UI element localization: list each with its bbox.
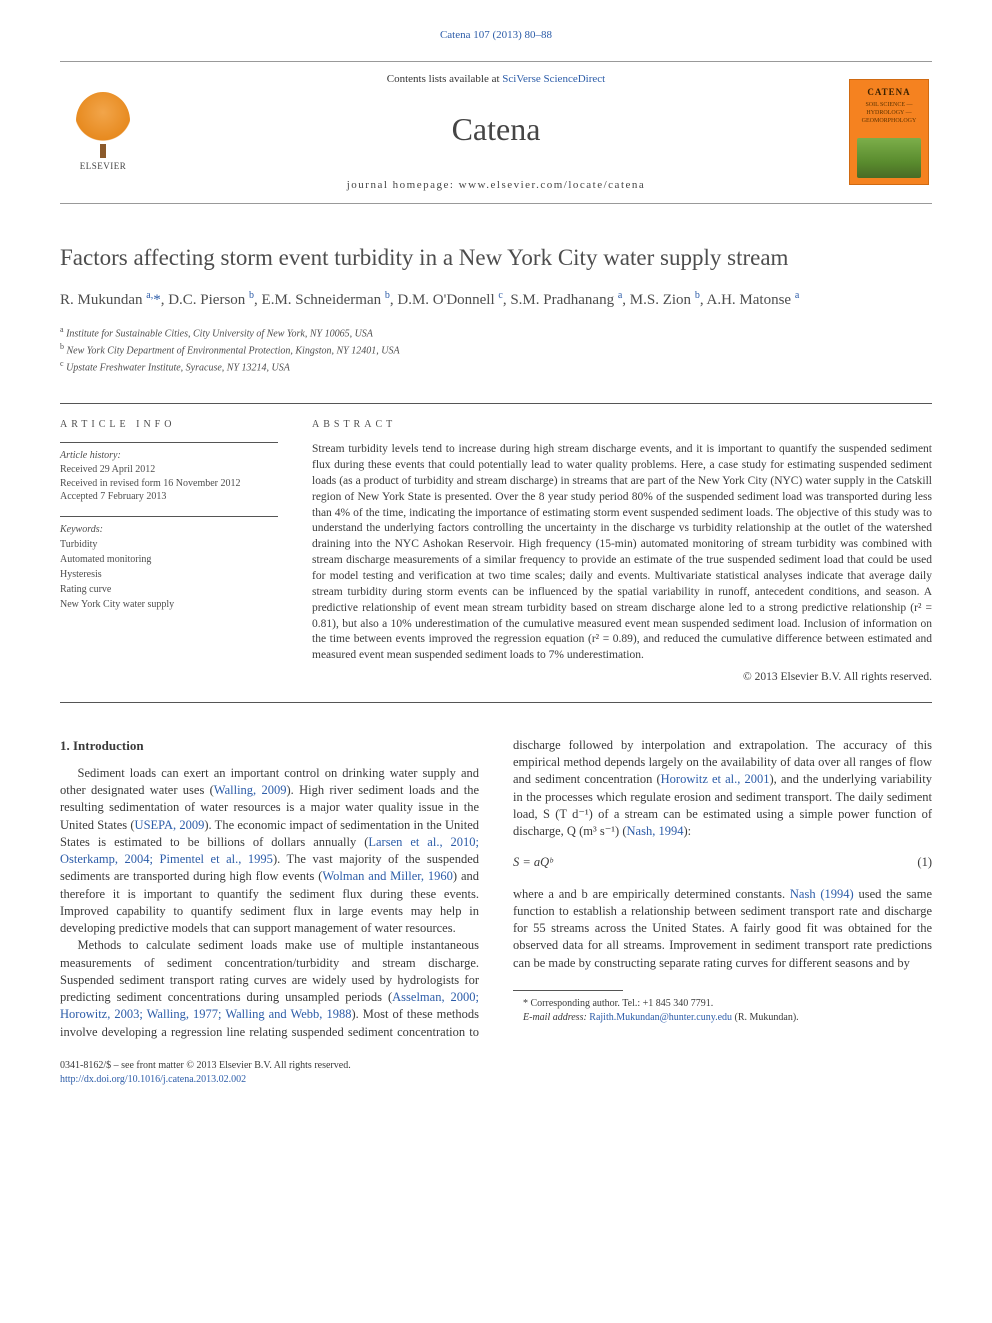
- history-line: Received 29 April 2012: [60, 463, 278, 477]
- journal-homepage: journal homepage: www.elsevier.com/locat…: [160, 178, 832, 193]
- citation-link[interactable]: Nash (1994): [790, 887, 854, 901]
- history-line: Accepted 7 February 2013: [60, 490, 278, 504]
- keyword: New York City water supply: [60, 597, 278, 612]
- author-list: R. Mukundan a,*, D.C. Pierson b, E.M. Sc…: [60, 288, 932, 312]
- email-attribution: (R. Mukundan).: [735, 1012, 799, 1023]
- journal-name: Catena: [160, 107, 832, 151]
- publisher-name: ELSEVIER: [80, 160, 127, 172]
- keywords-label: Keywords:: [60, 523, 278, 537]
- front-matter-line: 0341-8162/$ – see front matter © 2013 El…: [60, 1059, 932, 1073]
- citation-link[interactable]: Nash, 1994: [627, 824, 684, 838]
- corr-star-icon: *: [523, 998, 531, 1009]
- citation-link[interactable]: Horowitz et al., 2001: [661, 772, 770, 786]
- contents-prefix: Contents lists available at: [387, 73, 502, 85]
- body-paragraph: where a and b are empirically determined…: [513, 886, 932, 972]
- citation-link[interactable]: Walling, 2009: [214, 783, 287, 797]
- article-meta-block: ARTICLE INFO Article history: Received 2…: [60, 403, 932, 703]
- equation: S = aQᵇ (1): [513, 854, 932, 871]
- history-line: Received in revised form 16 November 201…: [60, 477, 278, 491]
- abstract-text: Stream turbidity levels tend to increase…: [312, 442, 932, 664]
- body-text: where a and b are empirically determined…: [513, 887, 790, 901]
- section-heading: 1. Introduction: [60, 737, 479, 755]
- equation-number: (1): [917, 854, 932, 871]
- cover-subtitle: SOIL SCIENCE — HYDROLOGY — GEOMORPHOLOGY: [854, 101, 924, 126]
- affiliations: a Institute for Sustainable Cities, City…: [60, 324, 932, 375]
- page-footer: 0341-8162/$ – see front matter © 2013 El…: [60, 1059, 932, 1087]
- running-head: Catena 107 (2013) 80–88: [60, 28, 932, 43]
- corresponding-author: Corresponding author. Tel.: +1 845 340 7…: [531, 998, 714, 1009]
- citation-link[interactable]: USEPA, 2009: [135, 818, 205, 832]
- body-paragraph: Sediment loads can exert an important co…: [60, 765, 479, 938]
- sciencedirect-link[interactable]: SciVerse ScienceDirect: [502, 73, 605, 85]
- article-title: Factors affecting storm event turbidity …: [60, 244, 932, 273]
- keyword: Automated monitoring: [60, 552, 278, 567]
- publisher-logo: ELSEVIER: [60, 76, 146, 188]
- contents-available-line: Contents lists available at SciVerse Sci…: [160, 72, 832, 87]
- body-text: ):: [683, 824, 691, 838]
- citation-link[interactable]: Wolman and Miller, 1960: [322, 869, 453, 883]
- equation-body: S = aQᵇ: [513, 854, 553, 871]
- author-email-link[interactable]: Rajith.Mukundan@hunter.cuny.edu: [589, 1012, 732, 1023]
- article-body: 1. Introduction Sediment loads can exert…: [60, 737, 932, 1041]
- journal-cover-thumb: CATENA SOIL SCIENCE — HYDROLOGY — GEOMOR…: [846, 76, 932, 188]
- abstract-column: ABSTRACT Stream turbidity levels tend to…: [312, 418, 932, 686]
- cover-image-icon: [857, 138, 921, 178]
- abstract-copyright: © 2013 Elsevier B.V. All rights reserved…: [312, 670, 932, 686]
- footnote-rule: [513, 990, 623, 991]
- email-label: E-mail address:: [523, 1012, 587, 1023]
- journal-masthead: ELSEVIER Contents lists available at Sci…: [60, 61, 932, 204]
- doi-link[interactable]: http://dx.doi.org/10.1016/j.catena.2013.…: [60, 1074, 246, 1085]
- footnotes: * Corresponding author. Tel.: +1 845 340…: [513, 997, 932, 1025]
- article-info-column: ARTICLE INFO Article history: Received 2…: [60, 418, 278, 686]
- article-info-heading: ARTICLE INFO: [60, 418, 278, 432]
- history-label: Article history:: [60, 449, 278, 463]
- keyword: Rating curve: [60, 582, 278, 597]
- keyword: Turbidity: [60, 537, 278, 552]
- abstract-heading: ABSTRACT: [312, 418, 932, 432]
- cover-title: CATENA: [867, 86, 910, 98]
- keyword: Hysteresis: [60, 567, 278, 582]
- elsevier-tree-icon: [76, 92, 130, 150]
